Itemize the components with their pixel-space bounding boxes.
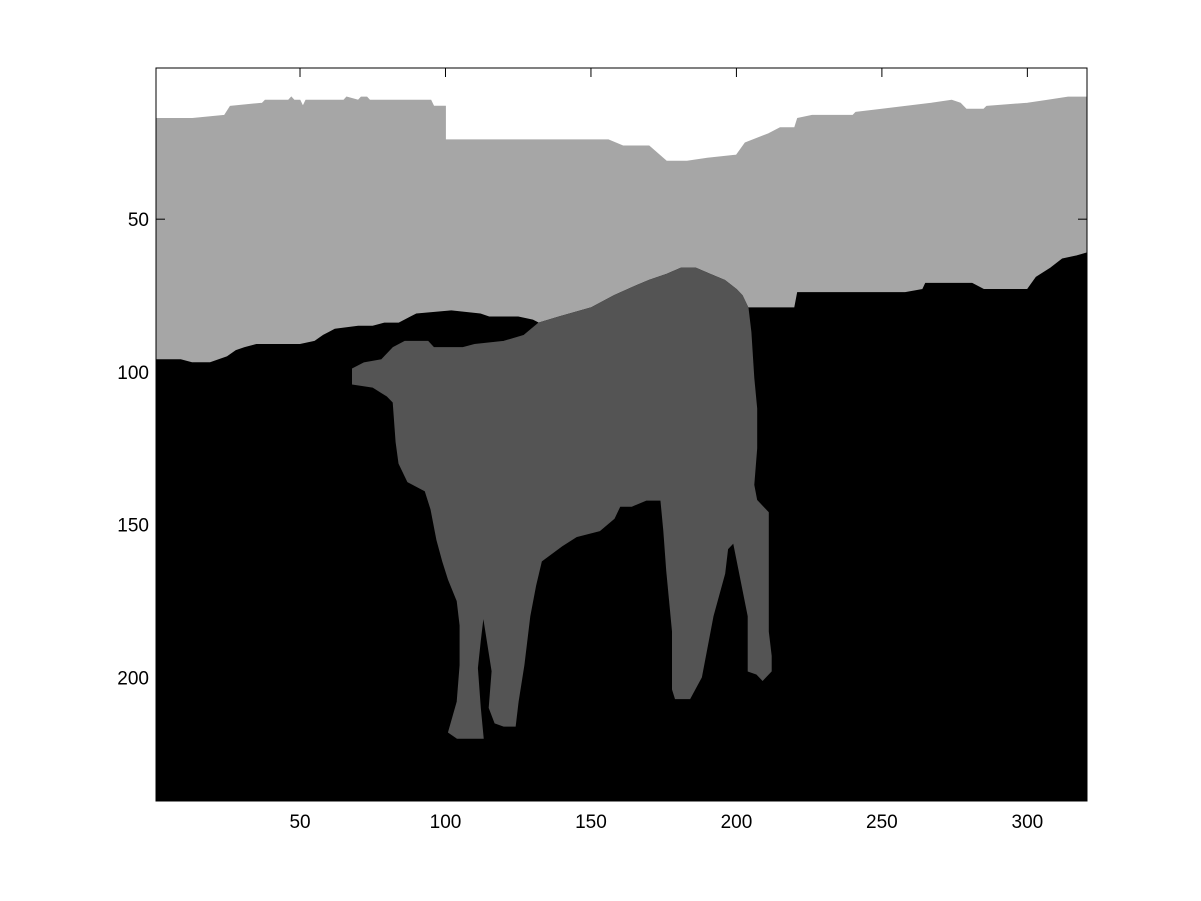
y-tick-label: 200 [117,668,149,689]
label-image [156,68,1087,801]
y-tick-label: 50 [128,210,149,231]
x-tick-label: 300 [1012,812,1044,833]
plot-frame [155,67,1088,802]
x-tick-label: 100 [430,812,462,833]
y-tick-label: 150 [117,516,149,537]
y-tick-label: 100 [117,363,149,384]
x-tick-label: 200 [721,812,753,833]
x-tick-label: 250 [866,812,898,833]
x-tick-label: 150 [575,812,607,833]
x-tick-label: 50 [289,812,310,833]
axis-ticks: 50 100 150 200 250 300 50 100 150 200 [117,68,1087,833]
segment-label-1 [351,267,772,739]
